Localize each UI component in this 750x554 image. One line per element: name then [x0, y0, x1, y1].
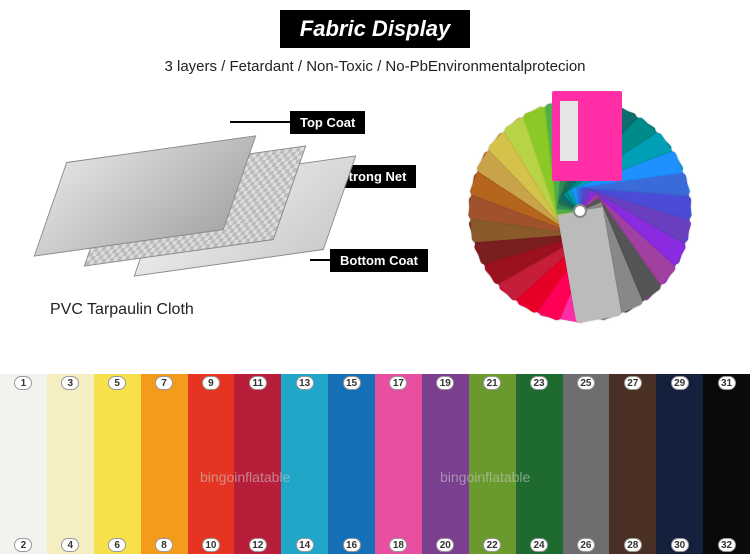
swatch: 29 30: [656, 374, 703, 554]
swatch-number: 29: [671, 376, 689, 390]
swatch-number: 5: [108, 376, 126, 390]
swatch: 1516: [328, 374, 375, 554]
swatch-number: 27: [624, 376, 642, 390]
subtitle: 3 layers / Fetardant / Non-Toxic / No-Pb…: [0, 58, 750, 75]
color-fan: [450, 91, 710, 331]
title-banner: Fabric Display: [280, 10, 470, 48]
swatch-number: 4: [61, 538, 79, 552]
swatch-number: 16: [343, 538, 361, 552]
swatch-number: 9: [202, 376, 220, 390]
swatch-number: 22: [483, 538, 501, 552]
diagram-caption: PVC Tarpaulin Cloth: [50, 301, 194, 319]
leader-line: [230, 121, 290, 123]
swatch: 56: [94, 374, 141, 554]
swatch-number: 18: [389, 538, 407, 552]
header: Fabric Display: [0, 0, 750, 48]
swatch-number: 3: [61, 376, 79, 390]
swatch-number: 24: [530, 538, 548, 552]
swatch-number: 7: [155, 376, 173, 390]
swatch-number: 26: [577, 538, 595, 552]
mid-section: Top Coat Strong Net Bottom Coat PVC Tarp…: [0, 91, 750, 351]
swatch-number: 13: [296, 376, 314, 390]
swatch-number: 11: [249, 376, 267, 390]
swatch: 78: [141, 374, 188, 554]
swatch: 31 32: [703, 374, 750, 554]
swatch-number: 25: [577, 376, 595, 390]
swatch-number: 8: [155, 538, 173, 552]
layer-diagram: Top Coat Strong Net Bottom Coat PVC Tarp…: [40, 91, 420, 331]
swatch-number: 15: [343, 376, 361, 390]
swatch: 1718: [375, 374, 422, 554]
swatch-number: 32: [718, 538, 736, 552]
swatch: 25 26: [563, 374, 610, 554]
swatch: 9 10: [188, 374, 235, 554]
swatch-number: 14: [296, 538, 314, 552]
swatch: 27 28: [609, 374, 656, 554]
swatch: 23 24: [516, 374, 563, 554]
swatch-number: 1: [14, 376, 32, 390]
swatch-number: 2: [14, 538, 32, 552]
swatch-number: 21: [483, 376, 501, 390]
fan-top-swatch: [552, 91, 622, 181]
swatch-number: 17: [389, 376, 407, 390]
swatch: 1920: [422, 374, 469, 554]
swatch-number: 12: [249, 538, 267, 552]
swatch-number: 31: [718, 376, 736, 390]
swatch: 12: [0, 374, 47, 554]
layer-label-bot: Bottom Coat: [330, 249, 428, 272]
swatch-number: 19: [436, 376, 454, 390]
swatch-number: 6: [108, 538, 126, 552]
fan-container: [470, 101, 690, 321]
layer-label-top: Top Coat: [290, 111, 365, 134]
swatch-number: 23: [530, 376, 548, 390]
fan-pivot: [573, 204, 587, 218]
swatch: 34: [47, 374, 94, 554]
swatch-number: 20: [436, 538, 454, 552]
swatch: 13 14: [281, 374, 328, 554]
swatch-strip: 1234567891011121314151617181920212223242…: [0, 374, 750, 554]
swatch-number: 10: [202, 538, 220, 552]
swatch: 11 12: [234, 374, 281, 554]
swatch-number: 30: [671, 538, 689, 552]
swatch: 21 22: [469, 374, 516, 554]
swatch-number: 28: [624, 538, 642, 552]
